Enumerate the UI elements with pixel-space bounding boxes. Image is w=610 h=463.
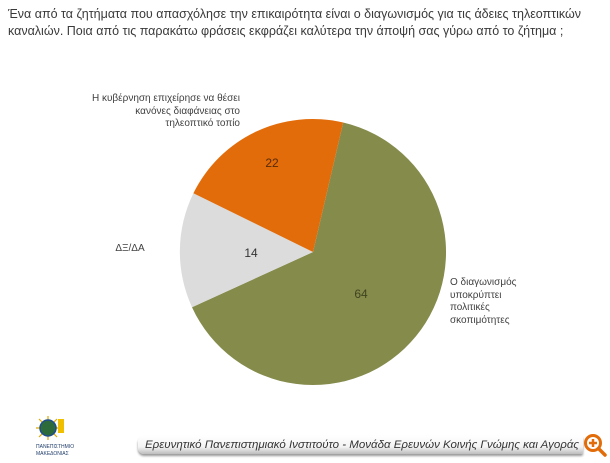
sun-emblem-icon: ΠΑΝΕΠΙΣΤΗΜΙΟ ΜΑΚΕΔΟΝΙΑΣ	[36, 416, 74, 457]
label-dont-know: ΔΞ/ΔΑ	[115, 243, 145, 254]
university-logo: ΠΑΝΕΠΙΣΤΗΜΙΟ ΜΑΚΕΔΟΝΙΑΣ	[34, 414, 94, 458]
question-line-2: καναλιών. Ποια από τις παρακάτω φράσεις …	[8, 24, 564, 38]
value-transparency-rules: 22	[265, 156, 279, 170]
question-line-1: Ένα από τα ζητήματα που απασχόλησε την ε…	[8, 7, 581, 21]
survey-question: Ένα από τα ζητήματα που απασχόλησε την ε…	[8, 6, 608, 40]
slice-political-motives	[192, 122, 447, 386]
value-political-motives: 64	[354, 287, 368, 301]
label-political-motives: Ο διαγωνισμός υποκρύπτει πολιτικές σκοπι…	[450, 277, 560, 327]
label-line: Ο διαγωνισμός	[450, 277, 517, 288]
label-line: υποκρύπτει	[450, 289, 502, 301]
logo-text-2: ΜΑΚΕΔΟΝΙΑΣ	[36, 451, 69, 457]
zoom-plus-icon	[584, 434, 607, 457]
label-line: πολιτικές	[450, 302, 490, 313]
label-line: κανόνες διαφάνειας στο	[135, 105, 240, 117]
slice-dont-know	[179, 193, 313, 308]
footer-banner: Ερευνητικό Πανεπιστημιακό Ινστιτούτο - Μ…	[138, 436, 583, 454]
label-line: σκοπιμότητες	[450, 314, 510, 326]
slice-transparency-rules	[193, 118, 344, 252]
label-line: Η κυβέρνηση επιχείρησε να θέσει	[91, 93, 240, 104]
footer-institute-text: Ερευνητικό Πανεπιστημιακό Ινστιτούτο - Μ…	[144, 439, 579, 451]
label-line: τηλεοπτικό τοπίο	[165, 118, 240, 129]
zoom-in-button[interactable]	[583, 433, 607, 457]
logo-text-1: ΠΑΝΕΠΙΣΤΗΜΙΟ	[36, 444, 74, 450]
value-dont-know: 14	[244, 246, 258, 260]
label-transparency-rules: Η κυβέρνηση επιχείρησε να θέσει κανόνες …	[60, 93, 240, 131]
